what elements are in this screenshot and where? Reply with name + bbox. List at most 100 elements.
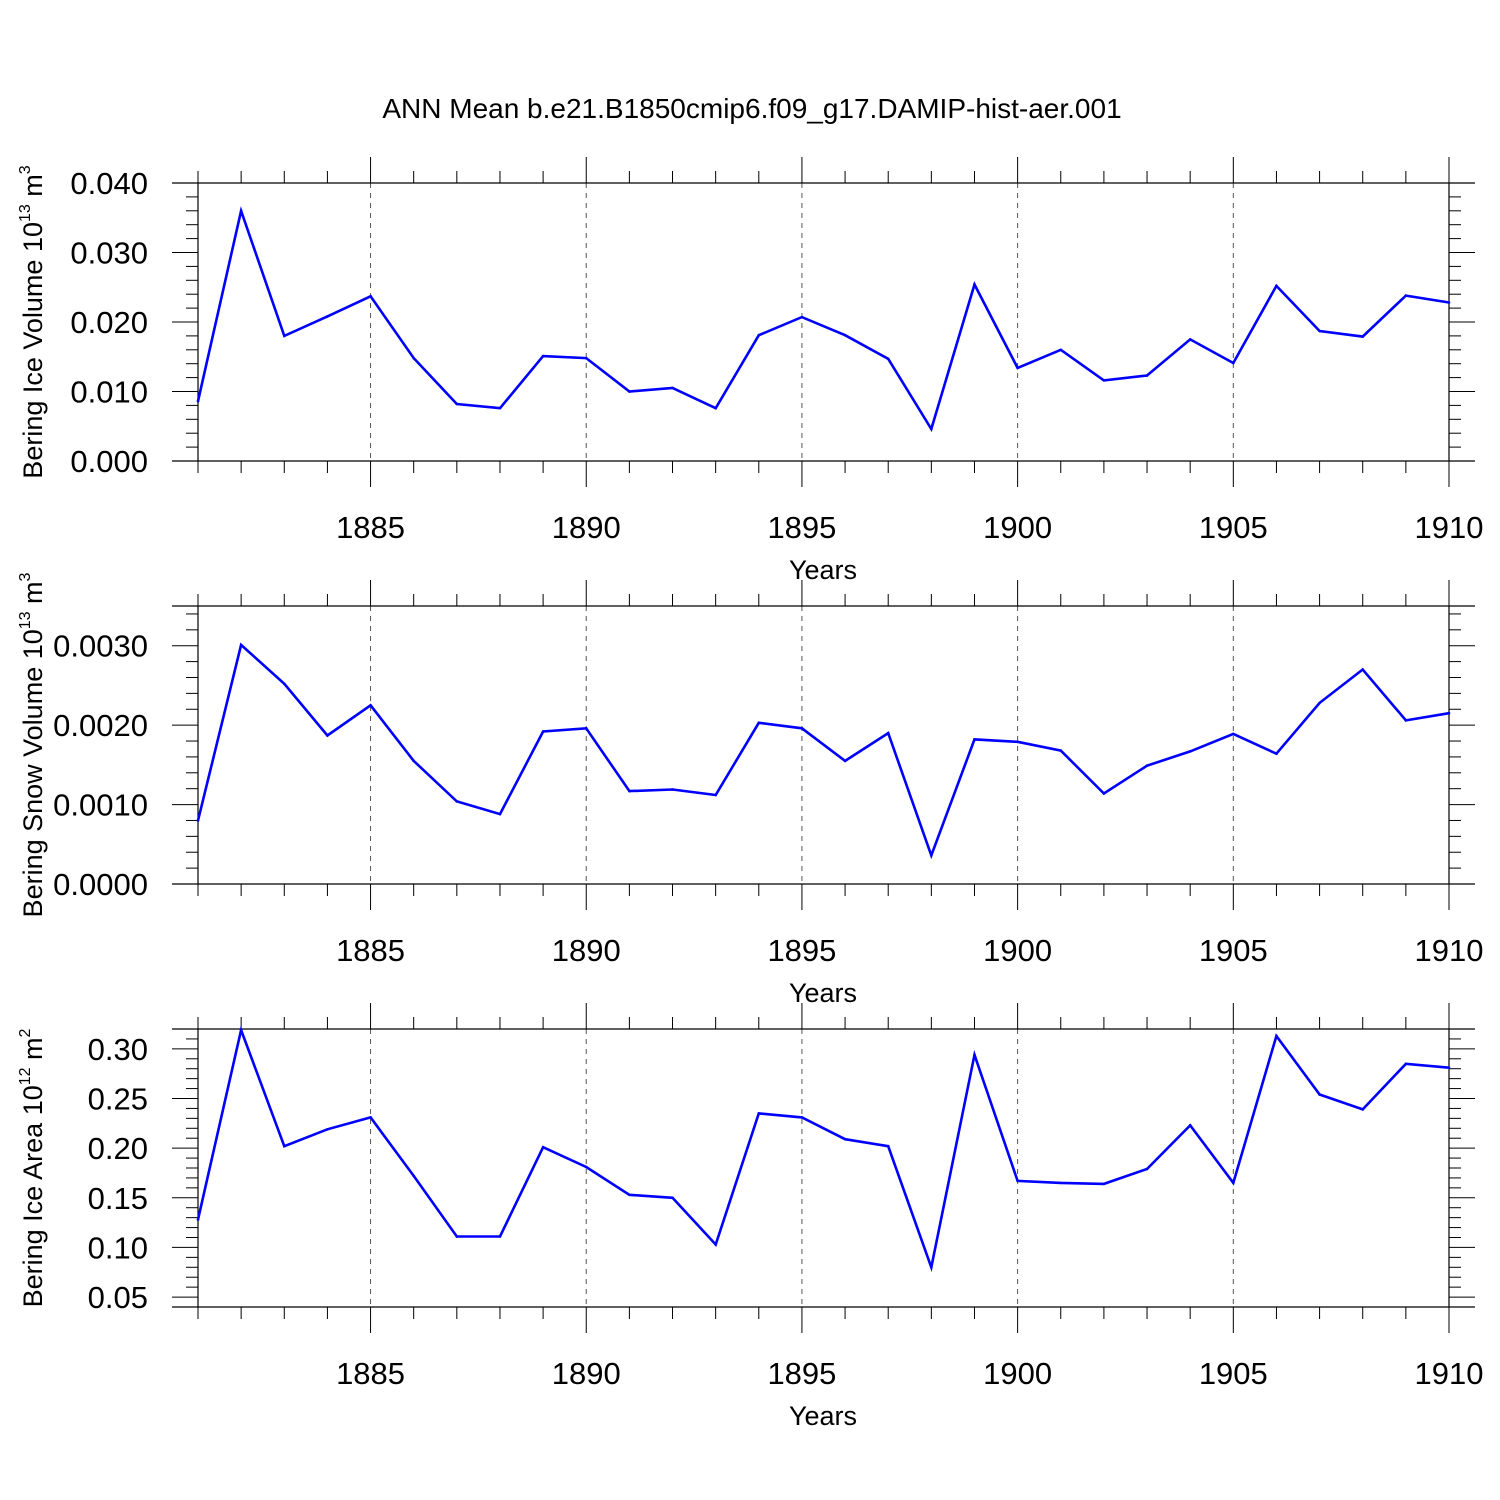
x-tick-label-1890: 1890 bbox=[552, 1356, 621, 1391]
x-tick-label-1895: 1895 bbox=[767, 933, 836, 968]
data-point-1902 bbox=[1102, 379, 1106, 382]
data-point-1907 bbox=[1318, 1093, 1321, 1096]
y-tick-label-0.10: 0.10 bbox=[88, 1230, 148, 1265]
data-point-1889 bbox=[541, 354, 545, 358]
data-point-1909 bbox=[1404, 719, 1408, 722]
data-point-1889 bbox=[541, 730, 545, 733]
x-tick-label-1900: 1900 bbox=[983, 510, 1052, 545]
x-tick-label-1890: 1890 bbox=[552, 933, 621, 968]
x-tick-label-1895: 1895 bbox=[767, 1356, 836, 1391]
data-point-1888 bbox=[498, 406, 502, 410]
y-tick-label-0.040: 0.040 bbox=[70, 166, 148, 201]
data-point-1892 bbox=[671, 788, 674, 791]
data-point-1906 bbox=[1275, 1034, 1278, 1038]
data-point-1887 bbox=[455, 800, 459, 803]
data-point-1909 bbox=[1404, 294, 1408, 297]
data-point-1885 bbox=[369, 1116, 372, 1119]
data-point-1906 bbox=[1275, 284, 1278, 288]
data-point-1902 bbox=[1102, 792, 1106, 795]
x-tick-label-1910: 1910 bbox=[1415, 1356, 1484, 1391]
data-point-1891 bbox=[628, 390, 631, 393]
data-point-1895 bbox=[800, 727, 804, 730]
x-tick-label-1900: 1900 bbox=[983, 1356, 1052, 1391]
y-tick-label-0.20: 0.20 bbox=[88, 1131, 148, 1166]
data-point-1908 bbox=[1361, 1108, 1365, 1111]
data-point-1901 bbox=[1059, 749, 1063, 752]
x-axis-label: Years bbox=[789, 978, 857, 1008]
data-point-1896 bbox=[843, 333, 847, 337]
y-tick-label-0.15: 0.15 bbox=[88, 1181, 148, 1216]
x-tick-label-1895: 1895 bbox=[767, 510, 836, 545]
data-point-1899 bbox=[973, 738, 976, 741]
data-point-1904 bbox=[1188, 1124, 1192, 1127]
data-point-1886 bbox=[412, 356, 415, 360]
data-point-1895 bbox=[800, 1116, 804, 1119]
data-point-1891 bbox=[628, 1193, 631, 1197]
data-point-1905 bbox=[1232, 361, 1235, 365]
data-point-1907 bbox=[1318, 701, 1321, 705]
panel-ice-volume: 0.000 0.010 0.020 0.030 0.040 1885 1890 1895 190… bbox=[17, 157, 1483, 585]
data-point-1898 bbox=[930, 854, 933, 857]
data-point-1882 bbox=[239, 1028, 243, 1032]
data-point-1887 bbox=[455, 1235, 459, 1238]
x-tick-label-1910: 1910 bbox=[1415, 933, 1484, 968]
x-tick-label-1885: 1885 bbox=[336, 510, 405, 545]
y-tick-label-0.30: 0.30 bbox=[88, 1032, 148, 1067]
data-point-1883 bbox=[282, 682, 286, 686]
y-tick-label-0.05: 0.05 bbox=[88, 1280, 148, 1315]
x-axis-label: Years bbox=[789, 555, 857, 585]
figure-title: ANN Mean b.e21.B1850cmip6.f09_g17.DAMIP-… bbox=[382, 93, 1121, 124]
data-point-1884 bbox=[326, 315, 329, 318]
data-point-1892 bbox=[671, 386, 674, 390]
data-point-1909 bbox=[1404, 1062, 1408, 1066]
series-line-ice-volume bbox=[196, 206, 1450, 433]
data-point-1890 bbox=[584, 356, 588, 360]
series-line-ice-area bbox=[196, 1025, 1450, 1273]
data-point-1884 bbox=[326, 734, 329, 737]
data-point-1888 bbox=[498, 1235, 502, 1238]
x-tick-label-1885: 1885 bbox=[336, 1356, 405, 1391]
data-point-1905 bbox=[1232, 1181, 1235, 1185]
data-point-1899 bbox=[973, 283, 976, 286]
data-point-1902 bbox=[1102, 1182, 1106, 1186]
data-point-1897 bbox=[886, 731, 890, 735]
data-point-1900 bbox=[1016, 740, 1019, 744]
data-point-1894 bbox=[757, 333, 761, 337]
data-point-1898 bbox=[930, 1265, 933, 1269]
series-line-snow-volume bbox=[196, 642, 1450, 860]
y-axis-label: Bering Ice Area 1012 m2 bbox=[17, 1028, 48, 1307]
data-point-1899 bbox=[973, 1053, 976, 1057]
data-point-1896 bbox=[843, 759, 847, 763]
data-point-1881 bbox=[196, 399, 200, 403]
y-tick-label-0.0030: 0.0030 bbox=[53, 629, 148, 664]
y-tick-label-0.030: 0.030 bbox=[70, 236, 148, 271]
x-tick-label-1890: 1890 bbox=[552, 510, 621, 545]
data-point-1894 bbox=[757, 721, 761, 725]
data-point-1910 bbox=[1447, 301, 1451, 304]
data-point-1894 bbox=[757, 1112, 761, 1115]
data-point-1883 bbox=[282, 334, 286, 338]
x-tick-label-1905: 1905 bbox=[1199, 1356, 1268, 1391]
data-point-1903 bbox=[1145, 374, 1149, 377]
data-point-1904 bbox=[1188, 750, 1192, 753]
x-tick-label-1885: 1885 bbox=[336, 933, 405, 968]
data-point-1890 bbox=[584, 1165, 588, 1169]
data-point-1901 bbox=[1059, 348, 1063, 352]
x-tick-label-1905: 1905 bbox=[1199, 510, 1268, 545]
panel-snow-volume: 0.0000 0.0010 0.0020 0.0030 1885 1890 1895 1900… bbox=[17, 572, 1483, 1008]
x-tick-label-1910: 1910 bbox=[1415, 510, 1484, 545]
y-tick-label-0.020: 0.020 bbox=[70, 305, 148, 340]
x-tick-label-1905: 1905 bbox=[1199, 933, 1268, 968]
data-point-1907 bbox=[1318, 329, 1321, 333]
data-point-1890 bbox=[584, 727, 588, 730]
data-point-1889 bbox=[541, 1145, 545, 1149]
y-axis-label: Bering Snow Volume 1013 m3 bbox=[17, 572, 48, 917]
data-point-1881 bbox=[196, 819, 200, 822]
data-point-1893 bbox=[714, 406, 717, 410]
data-point-1900 bbox=[1016, 366, 1019, 370]
data-point-1900 bbox=[1016, 1179, 1019, 1183]
data-point-1892 bbox=[671, 1196, 674, 1200]
data-point-1903 bbox=[1145, 1167, 1149, 1171]
y-tick-label-0.0000: 0.0000 bbox=[53, 867, 148, 902]
